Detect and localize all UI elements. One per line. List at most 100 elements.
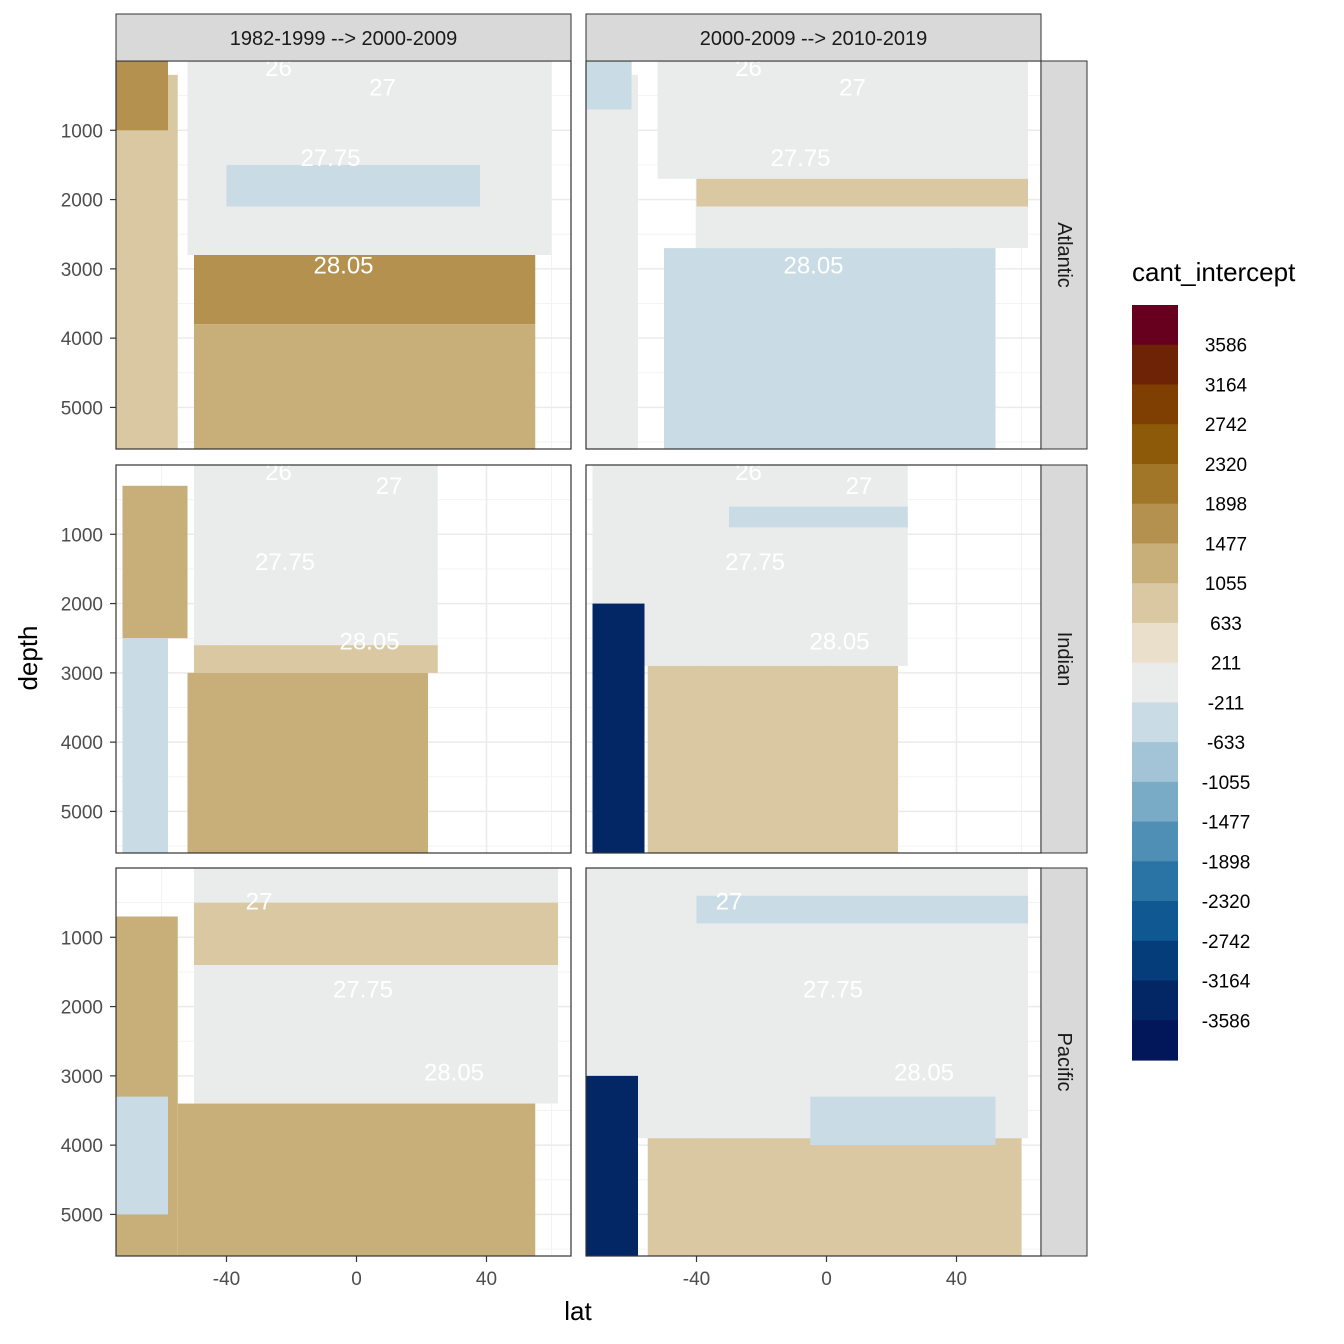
contour-label: 28.05	[783, 252, 843, 279]
heatmap-cell	[810, 1096, 996, 1146]
contour-label: 28.05	[424, 1059, 484, 1086]
contour-labels: 27 27.75 28.05	[716, 888, 954, 1086]
heatmap-cell	[586, 1075, 638, 1256]
legend-color-step	[1132, 503, 1178, 545]
heatmap-cells	[586, 868, 1028, 1256]
contour-label: 27	[246, 888, 273, 915]
contour-label: 27	[376, 473, 403, 500]
heatmap-cells	[116, 61, 552, 449]
y-tick-label: 3000	[61, 260, 103, 281]
y-tick-label: 1000	[61, 928, 103, 949]
legend-color-step	[1132, 742, 1178, 783]
contour-label: 28.05	[894, 1059, 954, 1086]
strip-column-2-label: 2000-2009 --> 2010-2019	[700, 28, 927, 50]
heatmap-cell	[177, 1103, 536, 1256]
legend-label: 1477	[1205, 534, 1247, 555]
panel-indian-1: 26 27 27.75 28.05	[115, 459, 572, 854]
y-tick-label: 5000	[61, 1205, 103, 1226]
legend-label: 2320	[1205, 455, 1247, 476]
x-tick-label: 40	[946, 1269, 967, 1290]
contour-label: 27	[716, 888, 743, 915]
legend-label: 211	[1211, 654, 1241, 675]
y-tick-label: 4000	[61, 1136, 103, 1157]
y-tick-label: 2000	[61, 998, 103, 1019]
heatmap-cell	[226, 164, 480, 207]
strip-row-3-label: Pacific	[1053, 1033, 1075, 1092]
y-tick-label: 3000	[61, 664, 103, 685]
y-tick-label: 3000	[61, 1067, 103, 1088]
strip-row-3-background	[1040, 867, 1088, 1257]
legend-label: -633	[1207, 733, 1245, 754]
strip-row-2-label: Indian	[1053, 632, 1075, 687]
legend-color-step	[1132, 1020, 1178, 1061]
y-tick-label: 5000	[61, 802, 103, 823]
heatmap-cell	[696, 895, 1028, 924]
strip-row-1: Atlantic	[1040, 60, 1088, 450]
legend-label: -3586	[1202, 1011, 1251, 1032]
x-tick-label: 0	[351, 1269, 362, 1290]
legend-label: 2742	[1205, 415, 1247, 436]
legend-label: -2742	[1202, 932, 1251, 953]
panel-indian-2: 26 27 27.75 28.05	[585, 459, 1042, 854]
legend-color-step	[1132, 940, 1178, 982]
panel-pacific-1: 27 27.75 28.05	[115, 867, 572, 1257]
strip-column-1-label: 1982-1999 --> 2000-2009	[230, 28, 457, 50]
legend-title: cant_intercept	[1132, 257, 1296, 287]
legend-color-step	[1132, 861, 1178, 902]
contour-label: 28.05	[809, 629, 869, 656]
y-axis-ticks: 1000 2000 3000 4000 5000 1000 2000 3000 4000 5000…	[61, 121, 116, 1226]
heatmap-cell	[194, 465, 438, 646]
heatmap-cell	[696, 178, 1028, 207]
heatmap-cell	[194, 324, 536, 449]
legend-color-step	[1132, 662, 1178, 703]
heatmap-cell	[592, 465, 908, 666]
heatmap-cell	[647, 1138, 1022, 1256]
heatmap-cell	[194, 255, 536, 325]
contour-label: 26	[735, 459, 762, 486]
x-axis-ticks: -40 0 40 -40 0 40	[213, 1256, 967, 1290]
contour-label: 27	[839, 74, 866, 101]
legend-label: -2320	[1202, 892, 1251, 913]
strip-row-2-background	[1040, 464, 1088, 854]
heatmap-cell	[194, 645, 438, 673]
legend-color-step	[1132, 901, 1178, 942]
strip-row-3: Pacific	[1040, 867, 1088, 1257]
heatmap-cell	[586, 61, 632, 110]
x-axis-title: lat	[564, 1296, 592, 1326]
contour-label: 28.05	[339, 629, 399, 656]
legend-label: -211	[1208, 693, 1245, 714]
legend: cant_intercept 3586 3164 2742 2320 1898 1477 1…	[1132, 257, 1296, 1061]
legend-colorbar	[1132, 305, 1178, 1061]
x-tick-label: 40	[476, 1269, 497, 1290]
panel-border	[115, 464, 572, 854]
legend-color-step	[1132, 463, 1178, 505]
contour-label: 27.75	[333, 976, 393, 1003]
heatmap-cell	[696, 206, 1028, 249]
legend-label: 1055	[1205, 574, 1247, 595]
heatmap-cell	[647, 665, 898, 853]
legend-label: -3164	[1202, 972, 1251, 993]
legend-color-step	[1132, 344, 1178, 386]
panel-border	[115, 867, 572, 1257]
heatmap-cell	[116, 74, 178, 449]
legend-color-step	[1132, 702, 1178, 743]
heatmap-cell	[592, 603, 645, 853]
contour-label: 27.75	[803, 976, 863, 1003]
contour-label: 27.75	[725, 549, 785, 576]
heatmap-cell	[664, 248, 996, 449]
heatmap-cell	[194, 902, 558, 965]
heatmap-cells	[586, 61, 1028, 449]
x-tick-label: -40	[683, 1269, 710, 1290]
panels-layer: 262727.7528.05262727.7528.05262727.7528.…	[115, 55, 1042, 1257]
y-tick-label: 1000	[61, 525, 103, 546]
strip-row-2: Indian	[1040, 464, 1088, 854]
strip-column-2: 2000-2009 --> 2010-2019	[585, 13, 1042, 62]
legend-label: -1055	[1202, 773, 1251, 794]
heatmap-cell	[729, 506, 908, 528]
contour-label: 27	[846, 473, 873, 500]
strip-column-2-background	[585, 13, 1042, 62]
y-axis-title: depth	[13, 625, 43, 690]
legend-label: 3586	[1205, 336, 1247, 357]
